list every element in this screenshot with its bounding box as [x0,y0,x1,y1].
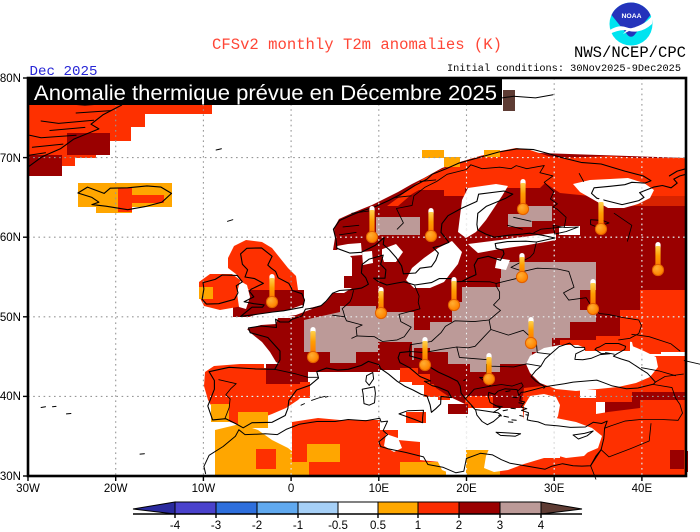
svg-text:Initial conditions: 30Nov2025-: Initial conditions: 30Nov2025-9Dec2025 [447,63,681,75]
svg-text:1: 1 [415,520,421,532]
svg-text:0: 0 [288,483,294,495]
svg-text:-2: -2 [252,520,262,532]
svg-text:40E: 40E [632,483,653,495]
svg-text:CFSv2 monthly T2m anomalies (K: CFSv2 monthly T2m anomalies (K) [212,36,502,54]
svg-text:80N: 80N [0,73,21,85]
svg-text:30E: 30E [544,483,565,495]
svg-text:50N: 50N [0,312,21,324]
svg-text:-1: -1 [293,520,303,532]
svg-text:3: 3 [497,520,503,532]
svg-text:20E: 20E [456,483,477,495]
svg-text:40N: 40N [0,391,21,403]
svg-text:NOAA: NOAA [621,13,641,20]
svg-text:20W: 20W [104,483,128,495]
svg-text:70N: 70N [0,153,21,165]
svg-text:60N: 60N [0,232,21,244]
svg-text:30N: 30N [0,471,21,483]
svg-text:-3: -3 [211,520,221,532]
svg-text:30W: 30W [16,483,40,495]
svg-text:Anomalie thermique prévue en D: Anomalie thermique prévue en Décembre 20… [34,82,497,105]
svg-text:NWS/NCEP/CPC: NWS/NCEP/CPC [574,44,686,62]
svg-text:4: 4 [538,520,545,532]
svg-text:10W: 10W [192,483,216,495]
svg-text:10E: 10E [369,483,390,495]
svg-text:0.5: 0.5 [370,520,386,532]
svg-text:-0.5: -0.5 [328,520,348,532]
svg-text:-4: -4 [170,520,181,532]
svg-text:2: 2 [456,520,462,532]
svg-text:Dec 2025: Dec 2025 [30,64,98,80]
